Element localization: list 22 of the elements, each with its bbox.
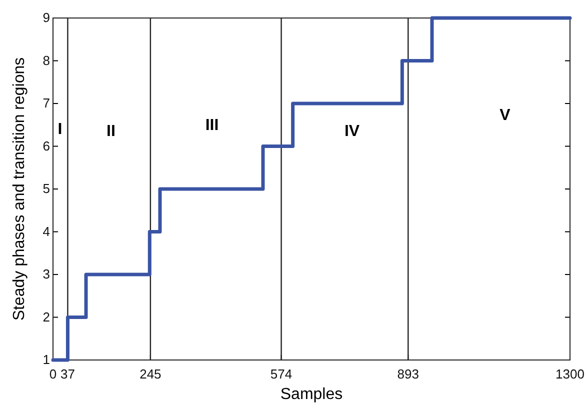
y-tick-label: 2 bbox=[42, 309, 50, 324]
x-axis-title: Samples bbox=[280, 386, 343, 403]
x-tick-label: 245 bbox=[140, 366, 162, 382]
annotation: V bbox=[500, 107, 511, 124]
annotation: II bbox=[106, 123, 116, 140]
y-tick-label: 1 bbox=[42, 352, 50, 368]
annotation: I bbox=[58, 121, 62, 138]
x-tick-label: 37 bbox=[60, 366, 75, 382]
y-tick-label: 9 bbox=[42, 10, 50, 26]
y-axis-title: Steady phases and transition regions bbox=[11, 57, 28, 321]
y-tick-label: 7 bbox=[42, 96, 50, 111]
y-tick-label: 5 bbox=[42, 181, 50, 196]
x-tick-label: 0 bbox=[49, 366, 57, 382]
y-tick-label: 3 bbox=[42, 266, 50, 282]
y-tick-label: 6 bbox=[42, 138, 50, 154]
annotation: IV bbox=[344, 123, 360, 140]
y-tick-label: 4 bbox=[42, 224, 50, 239]
x-tick-label: 893 bbox=[397, 366, 419, 382]
annotation: III bbox=[205, 117, 219, 134]
y-tick-label: 8 bbox=[42, 52, 50, 68]
x-tick-label: 1300 bbox=[556, 366, 584, 382]
x-tick-label: 574 bbox=[270, 366, 292, 382]
